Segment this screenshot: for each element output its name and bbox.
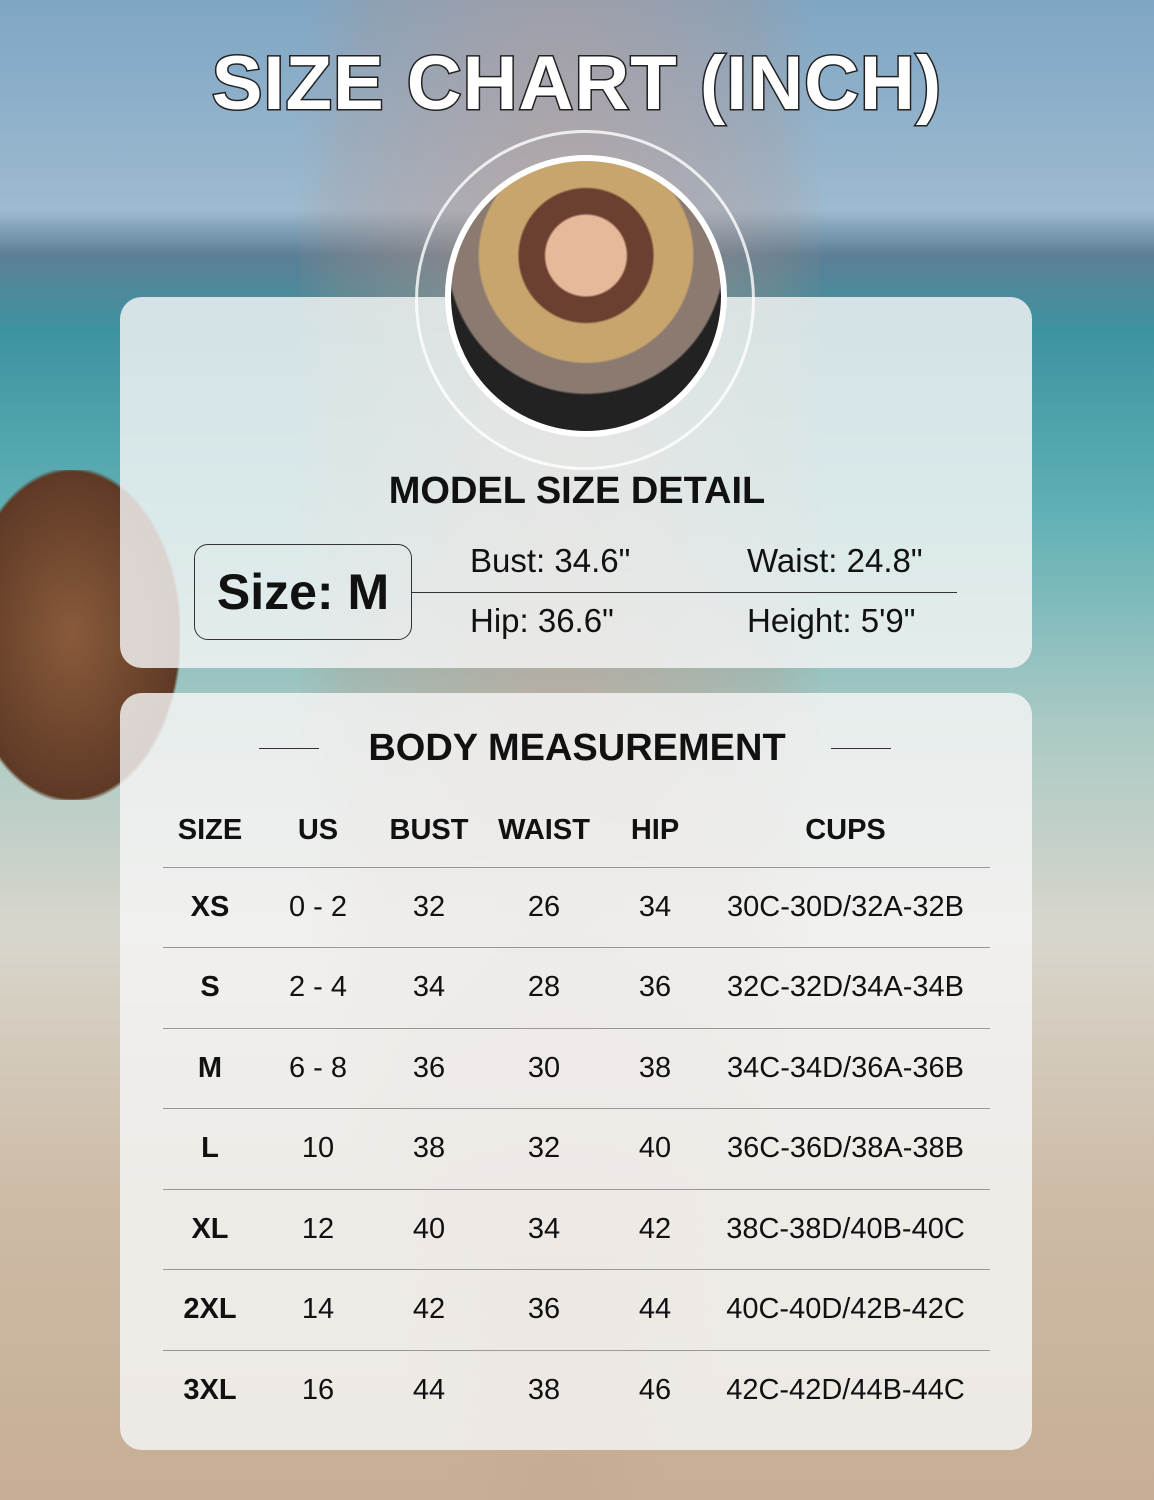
table-cell: 34 bbox=[609, 866, 701, 948]
table-cell: XS bbox=[163, 866, 257, 948]
table-row: 2XL 14 42 36 44 40C-40D/42B-42C bbox=[163, 1269, 990, 1350]
model-height: Height: 5'9" bbox=[747, 602, 916, 639]
table-cell: 26 bbox=[479, 866, 609, 948]
divider bbox=[259, 748, 319, 749]
column-header: BUST bbox=[389, 814, 469, 847]
size-table: SIZE US BUST WAIST HIP CUPS XS 0 - 2 32 26 34 30C-… bbox=[163, 795, 990, 1431]
table-cell: 40C-40D/42B-42C bbox=[701, 1269, 990, 1350]
table-cell: 38 bbox=[379, 1108, 479, 1189]
table-cell: 28 bbox=[479, 947, 609, 1028]
table-cell: 2 - 4 bbox=[257, 947, 379, 1028]
model-size-badge: Size: M bbox=[194, 544, 412, 640]
divider bbox=[831, 748, 891, 749]
column-header: WAIST bbox=[498, 814, 590, 847]
table-cell: 6 - 8 bbox=[257, 1027, 379, 1109]
table-cell: 42C-42D/44B-44C bbox=[701, 1349, 990, 1431]
table-cell: 36 bbox=[479, 1269, 609, 1350]
model-hip: Hip: 36.6" bbox=[470, 602, 614, 639]
table-cell: 36 bbox=[379, 1027, 479, 1109]
table-cell: 38 bbox=[609, 1027, 701, 1109]
table-row: XS 0 - 2 32 26 34 30C-30D/32A-32B bbox=[163, 866, 990, 948]
table-cell: 40 bbox=[609, 1108, 701, 1189]
table-cell: 34 bbox=[479, 1188, 609, 1270]
column-header: CUPS bbox=[805, 814, 886, 847]
table-cell: 32 bbox=[479, 1108, 609, 1189]
page-title: SIZE CHART (INCH) bbox=[210, 40, 943, 128]
table-cell: 42 bbox=[379, 1269, 479, 1350]
table-cell: 44 bbox=[609, 1269, 701, 1350]
table-cell: 14 bbox=[257, 1269, 379, 1350]
table-cell: XL bbox=[163, 1188, 257, 1270]
table-cell: 34C-34D/36A-36B bbox=[701, 1027, 990, 1109]
table-cell: 3XL bbox=[163, 1349, 257, 1431]
table-row: XL 12 40 34 42 38C-38D/40B-40C bbox=[163, 1188, 990, 1270]
table-cell: S bbox=[163, 947, 257, 1028]
divider bbox=[412, 592, 957, 593]
table-cell: 16 bbox=[257, 1349, 379, 1431]
table-cell: 46 bbox=[609, 1349, 701, 1431]
table-cell: 30 bbox=[479, 1027, 609, 1109]
model-bust: Bust: 34.6" bbox=[470, 542, 631, 579]
body-measurement-heading: BODY MEASUREMENT bbox=[368, 727, 786, 769]
column-header: US bbox=[297, 814, 339, 847]
table-cell: 34 bbox=[379, 947, 479, 1028]
model-photo bbox=[445, 155, 727, 437]
model-size-heading: MODEL SIZE DETAIL bbox=[388, 470, 766, 512]
table-cell: 38 bbox=[479, 1349, 609, 1431]
table-cell: 0 - 2 bbox=[257, 866, 379, 948]
table-cell: 12 bbox=[257, 1188, 379, 1270]
table-cell: 40 bbox=[379, 1188, 479, 1270]
table-cell: 32C-32D/34A-34B bbox=[701, 947, 990, 1028]
model-waist: Waist: 24.8" bbox=[747, 542, 923, 579]
table-cell: 32 bbox=[379, 866, 479, 948]
table-cell: 44 bbox=[379, 1349, 479, 1431]
table-cell: 30C-30D/32A-32B bbox=[701, 866, 990, 948]
table-cell: 2XL bbox=[163, 1269, 257, 1350]
table-cell: M bbox=[163, 1027, 257, 1109]
column-header: SIZE bbox=[177, 814, 243, 847]
table-cell: 36 bbox=[609, 947, 701, 1028]
table-cell: L bbox=[163, 1108, 257, 1189]
table-row: L 10 38 32 40 36C-36D/38A-38B bbox=[163, 1108, 990, 1189]
table-cell: 10 bbox=[257, 1108, 379, 1189]
photo-ring bbox=[415, 130, 755, 470]
table-row: 3XL 16 44 38 46 42C-42D/44B-44C bbox=[163, 1349, 990, 1431]
table-cell: 38C-38D/40B-40C bbox=[701, 1188, 990, 1270]
table-cell: 42 bbox=[609, 1188, 701, 1270]
column-header: HIP bbox=[630, 814, 680, 847]
table-cell: 36C-36D/38A-38B bbox=[701, 1108, 990, 1189]
